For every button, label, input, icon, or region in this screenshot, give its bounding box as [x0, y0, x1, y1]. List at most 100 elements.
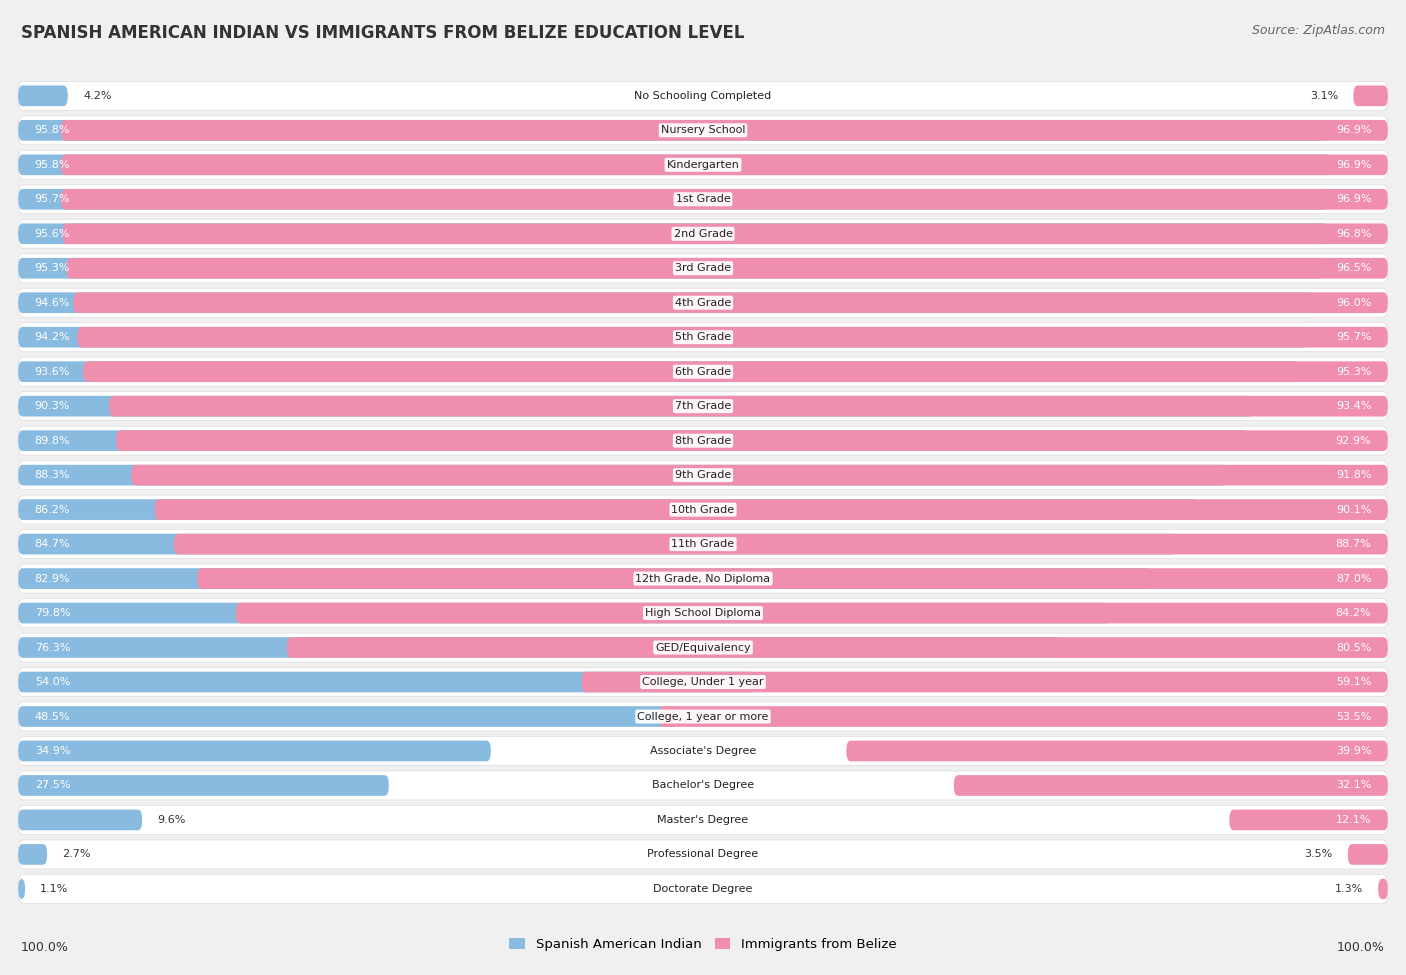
Text: 79.8%: 79.8%	[35, 608, 70, 618]
FancyBboxPatch shape	[582, 672, 1388, 692]
Text: High School Diploma: High School Diploma	[645, 608, 761, 618]
Text: 95.7%: 95.7%	[1336, 332, 1371, 342]
Text: 3.1%: 3.1%	[1310, 91, 1339, 100]
FancyBboxPatch shape	[1348, 844, 1388, 865]
Text: 96.0%: 96.0%	[1336, 297, 1371, 308]
Text: 59.1%: 59.1%	[1336, 677, 1371, 687]
FancyBboxPatch shape	[18, 533, 1177, 555]
FancyBboxPatch shape	[18, 809, 142, 831]
FancyBboxPatch shape	[18, 327, 1308, 347]
Text: 1.1%: 1.1%	[41, 884, 69, 894]
FancyBboxPatch shape	[18, 741, 491, 761]
Text: 96.9%: 96.9%	[1336, 126, 1371, 136]
Text: 93.6%: 93.6%	[35, 367, 70, 376]
FancyBboxPatch shape	[110, 396, 1388, 416]
FancyBboxPatch shape	[83, 362, 1388, 382]
FancyBboxPatch shape	[18, 430, 1247, 451]
FancyBboxPatch shape	[1378, 878, 1388, 899]
FancyBboxPatch shape	[18, 357, 1388, 386]
FancyBboxPatch shape	[18, 839, 1388, 869]
FancyBboxPatch shape	[73, 292, 1388, 313]
FancyBboxPatch shape	[18, 499, 1198, 520]
Text: 2.7%: 2.7%	[62, 849, 91, 859]
FancyBboxPatch shape	[60, 189, 1388, 210]
FancyBboxPatch shape	[131, 465, 1388, 486]
FancyBboxPatch shape	[155, 499, 1388, 520]
Text: 95.7%: 95.7%	[35, 194, 70, 205]
Text: College, Under 1 year: College, Under 1 year	[643, 677, 763, 687]
Text: 95.8%: 95.8%	[35, 126, 70, 136]
Text: No Schooling Completed: No Schooling Completed	[634, 91, 772, 100]
FancyBboxPatch shape	[197, 568, 1388, 589]
FancyBboxPatch shape	[60, 120, 1388, 140]
Text: 96.5%: 96.5%	[1336, 263, 1371, 273]
FancyBboxPatch shape	[18, 116, 1388, 145]
FancyBboxPatch shape	[18, 875, 1388, 904]
FancyBboxPatch shape	[236, 603, 1388, 623]
Text: 76.3%: 76.3%	[35, 643, 70, 652]
FancyBboxPatch shape	[18, 396, 1254, 416]
Text: SPANISH AMERICAN INDIAN VS IMMIGRANTS FROM BELIZE EDUCATION LEVEL: SPANISH AMERICAN INDIAN VS IMMIGRANTS FR…	[21, 24, 745, 42]
FancyBboxPatch shape	[1354, 86, 1388, 106]
Text: 2nd Grade: 2nd Grade	[673, 229, 733, 239]
FancyBboxPatch shape	[66, 258, 1388, 279]
Text: 89.8%: 89.8%	[35, 436, 70, 446]
Text: 39.9%: 39.9%	[1336, 746, 1371, 756]
Text: 84.2%: 84.2%	[1336, 608, 1371, 618]
FancyBboxPatch shape	[18, 465, 1226, 486]
FancyBboxPatch shape	[18, 529, 1388, 559]
Text: 100.0%: 100.0%	[1337, 941, 1385, 954]
FancyBboxPatch shape	[18, 565, 1388, 593]
FancyBboxPatch shape	[18, 702, 1388, 731]
Text: 100.0%: 100.0%	[21, 941, 69, 954]
Text: Associate's Degree: Associate's Degree	[650, 746, 756, 756]
FancyBboxPatch shape	[18, 289, 1388, 317]
FancyBboxPatch shape	[18, 633, 1388, 662]
FancyBboxPatch shape	[18, 706, 678, 726]
FancyBboxPatch shape	[18, 878, 25, 899]
FancyBboxPatch shape	[60, 154, 1388, 176]
Text: 84.7%: 84.7%	[35, 539, 70, 549]
Text: 1st Grade: 1st Grade	[676, 194, 730, 205]
FancyBboxPatch shape	[18, 120, 1330, 140]
FancyBboxPatch shape	[18, 568, 1152, 589]
FancyBboxPatch shape	[18, 223, 1327, 244]
FancyBboxPatch shape	[18, 805, 1388, 835]
Text: 86.2%: 86.2%	[35, 505, 70, 515]
FancyBboxPatch shape	[18, 150, 1388, 179]
Text: 90.3%: 90.3%	[35, 401, 70, 411]
Text: 5th Grade: 5th Grade	[675, 332, 731, 342]
FancyBboxPatch shape	[18, 771, 1388, 799]
Text: 34.9%: 34.9%	[35, 746, 70, 756]
FancyBboxPatch shape	[18, 599, 1388, 628]
FancyBboxPatch shape	[18, 323, 1388, 352]
Text: 93.4%: 93.4%	[1336, 401, 1371, 411]
FancyBboxPatch shape	[18, 426, 1388, 455]
Text: 95.3%: 95.3%	[35, 263, 70, 273]
Text: 1.3%: 1.3%	[1334, 884, 1362, 894]
FancyBboxPatch shape	[18, 86, 67, 106]
Text: Doctorate Degree: Doctorate Degree	[654, 884, 752, 894]
Text: 87.0%: 87.0%	[1336, 573, 1371, 584]
Text: 32.1%: 32.1%	[1336, 780, 1371, 791]
Text: 82.9%: 82.9%	[35, 573, 70, 584]
FancyBboxPatch shape	[18, 844, 48, 865]
FancyBboxPatch shape	[18, 638, 1062, 658]
Text: Master's Degree: Master's Degree	[658, 815, 748, 825]
FancyBboxPatch shape	[18, 258, 1323, 279]
Text: 6th Grade: 6th Grade	[675, 367, 731, 376]
FancyBboxPatch shape	[18, 495, 1388, 525]
Text: 3rd Grade: 3rd Grade	[675, 263, 731, 273]
FancyBboxPatch shape	[18, 460, 1388, 489]
FancyBboxPatch shape	[117, 430, 1388, 451]
Text: 53.5%: 53.5%	[1336, 712, 1371, 722]
FancyBboxPatch shape	[18, 392, 1388, 420]
FancyBboxPatch shape	[287, 638, 1388, 658]
Legend: Spanish American Indian, Immigrants from Belize: Spanish American Indian, Immigrants from…	[503, 933, 903, 956]
Text: Bachelor's Degree: Bachelor's Degree	[652, 780, 754, 791]
FancyBboxPatch shape	[18, 219, 1388, 249]
FancyBboxPatch shape	[18, 154, 1330, 176]
Text: 27.5%: 27.5%	[35, 780, 70, 791]
Text: 3.5%: 3.5%	[1305, 849, 1333, 859]
Text: 96.9%: 96.9%	[1336, 160, 1371, 170]
